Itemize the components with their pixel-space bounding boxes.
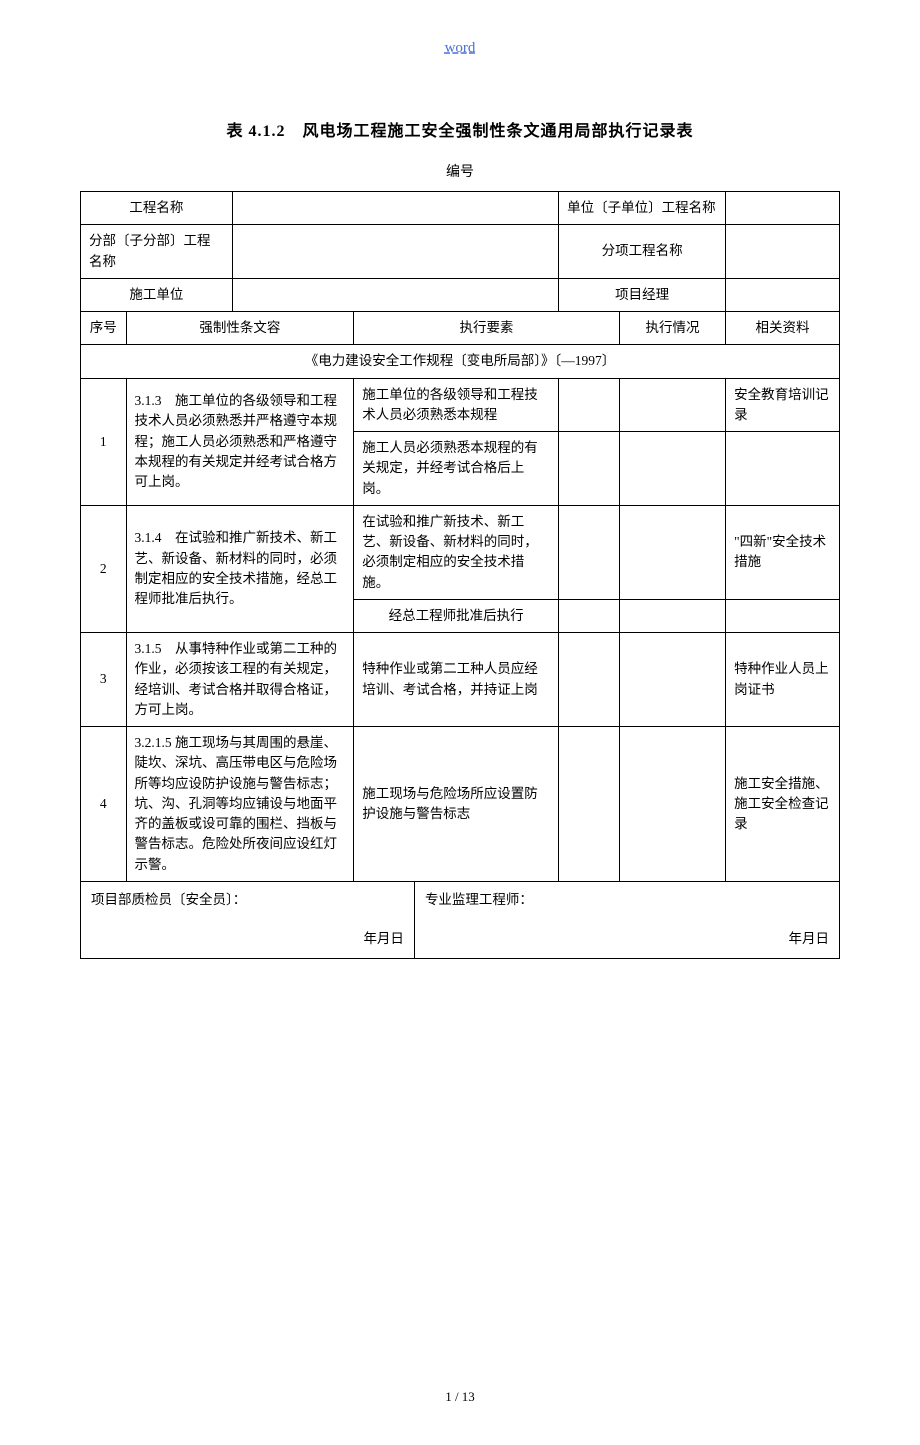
- project-manager-label: 项目经理: [559, 278, 726, 311]
- inspector-date: 年月日: [81, 921, 415, 958]
- info-row-3: 施工单位 项目经理: [81, 278, 840, 311]
- main-table: 工程名称 单位〔子单位〕工程名称 分部〔子分部〕工程名称 分项工程名称 施工单位…: [80, 191, 840, 959]
- unit-name-label: 单位〔子单位〕工程名称: [559, 192, 726, 225]
- data-row-1a: 1 3.1.3 施工单位的各级领导和工程技术人员必须熟悉并严格遵守本规程；施工人…: [81, 378, 840, 432]
- header-link: word: [80, 40, 840, 57]
- material-4: 施工安全措施、施工安全检查记录: [726, 727, 840, 882]
- col-element: 执行要素: [354, 312, 620, 345]
- sub-project-value: [232, 225, 558, 279]
- status-4: [559, 727, 620, 882]
- material-3: 特种作业人员上岗证书: [726, 633, 840, 727]
- element-1a: 施工单位的各级领导和工程技术人员必须熟悉本规程: [354, 378, 559, 432]
- seq-3: 3: [81, 633, 127, 727]
- info-row-2: 分部〔子分部〕工程名称 分项工程名称: [81, 225, 840, 279]
- inspector-label: 项目部质检员〔安全员〕：: [81, 881, 415, 921]
- date-row: 年月日 年月日: [81, 921, 840, 958]
- page-footer: 1 / 13: [80, 1389, 840, 1405]
- sub-project-label: 分部〔子分部〕工程名称: [81, 225, 233, 279]
- document-subtitle: 编号: [80, 161, 840, 181]
- column-header-row: 序号 强制性条文容 执行要素 执行情况 相关资料: [81, 312, 840, 345]
- data-row-2a: 2 3.1.4 在试验和推广新技术、新工艺、新设备、新材料的同时，必须制定相应的…: [81, 505, 840, 599]
- section-header-row: 《电力建设安全工作规程〔变电所局部〕》〔—1997〕: [81, 345, 840, 378]
- project-name-label: 工程名称: [81, 192, 233, 225]
- data-row-4: 4 3.2.1.5 施工现场与其周围的悬崖、陡坎、深坑、高压带电区与危险场所等均…: [81, 727, 840, 882]
- col-content: 强制性条文容: [126, 312, 354, 345]
- content-1: 3.1.3 施工单位的各级领导和工程技术人员必须熟悉并严格遵守本规程；施工人员必…: [126, 378, 354, 505]
- data-row-3: 3 3.1.5 从事特种作业或第二工种的作业，必须按该工程的有关规定，经培训、考…: [81, 633, 840, 727]
- seq-1: 1: [81, 378, 127, 505]
- status-1b: [559, 432, 620, 506]
- construction-unit-value: [232, 278, 558, 311]
- content-4: 3.2.1.5 施工现场与其周围的悬崖、陡坎、深坑、高压带电区与危险场所等均应设…: [126, 727, 354, 882]
- status-2a: [559, 505, 620, 599]
- project-manager-value: [726, 278, 840, 311]
- status-4-2: [619, 727, 725, 882]
- seq-2: 2: [81, 505, 127, 632]
- col-seq: 序号: [81, 312, 127, 345]
- status-2b: [559, 599, 620, 632]
- status-1a-2: [619, 378, 725, 432]
- col-status: 执行情况: [619, 312, 725, 345]
- project-name-value: [232, 192, 558, 225]
- status-1b-2: [619, 432, 725, 506]
- signature-row: 项目部质检员〔安全员〕： 专业监理工程师：: [81, 881, 840, 921]
- supervisor-date: 年月日: [414, 921, 839, 958]
- info-row-1: 工程名称 单位〔子单位〕工程名称: [81, 192, 840, 225]
- element-1b: 施工人员必须熟悉本规程的有关规定，并经考试合格后上岗。: [354, 432, 559, 506]
- status-1a: [559, 378, 620, 432]
- element-2b: 经总工程师批准后执行: [354, 599, 559, 632]
- section-header: 《电力建设安全工作规程〔变电所局部〕》〔—1997〕: [81, 345, 840, 378]
- seq-4: 4: [81, 727, 127, 882]
- item-project-label: 分项工程名称: [559, 225, 726, 279]
- material-2a: "四新"安全技术措施: [726, 505, 840, 599]
- document-title: 表 4.1.2 风电场工程施工安全强制性条文通用局部执行记录表: [80, 117, 840, 141]
- content-2: 3.1.4 在试验和推广新技术、新工艺、新设备、新材料的同时，必须制定相应的安全…: [126, 505, 354, 632]
- status-3-2: [619, 633, 725, 727]
- item-project-value: [726, 225, 840, 279]
- element-2a: 在试验和推广新技术、新工艺、新设备、新材料的同时，必须制定相应的安全技术措施。: [354, 505, 559, 599]
- status-3: [559, 633, 620, 727]
- status-2b-2: [619, 599, 725, 632]
- material-1a: 安全教育培训记录: [726, 378, 840, 432]
- element-4: 施工现场与危险场所应设置防护设施与警告标志: [354, 727, 559, 882]
- material-2b: [726, 599, 840, 632]
- element-3: 特种作业或第二工种人员应经培训、考试合格，并持证上岗: [354, 633, 559, 727]
- content-3: 3.1.5 从事特种作业或第二工种的作业，必须按该工程的有关规定，经培训、考试合…: [126, 633, 354, 727]
- unit-name-value: [726, 192, 840, 225]
- construction-unit-label: 施工单位: [81, 278, 233, 311]
- supervisor-label: 专业监理工程师：: [414, 881, 839, 921]
- status-2a-2: [619, 505, 725, 599]
- col-material: 相关资料: [726, 312, 840, 345]
- material-1b: [726, 432, 840, 506]
